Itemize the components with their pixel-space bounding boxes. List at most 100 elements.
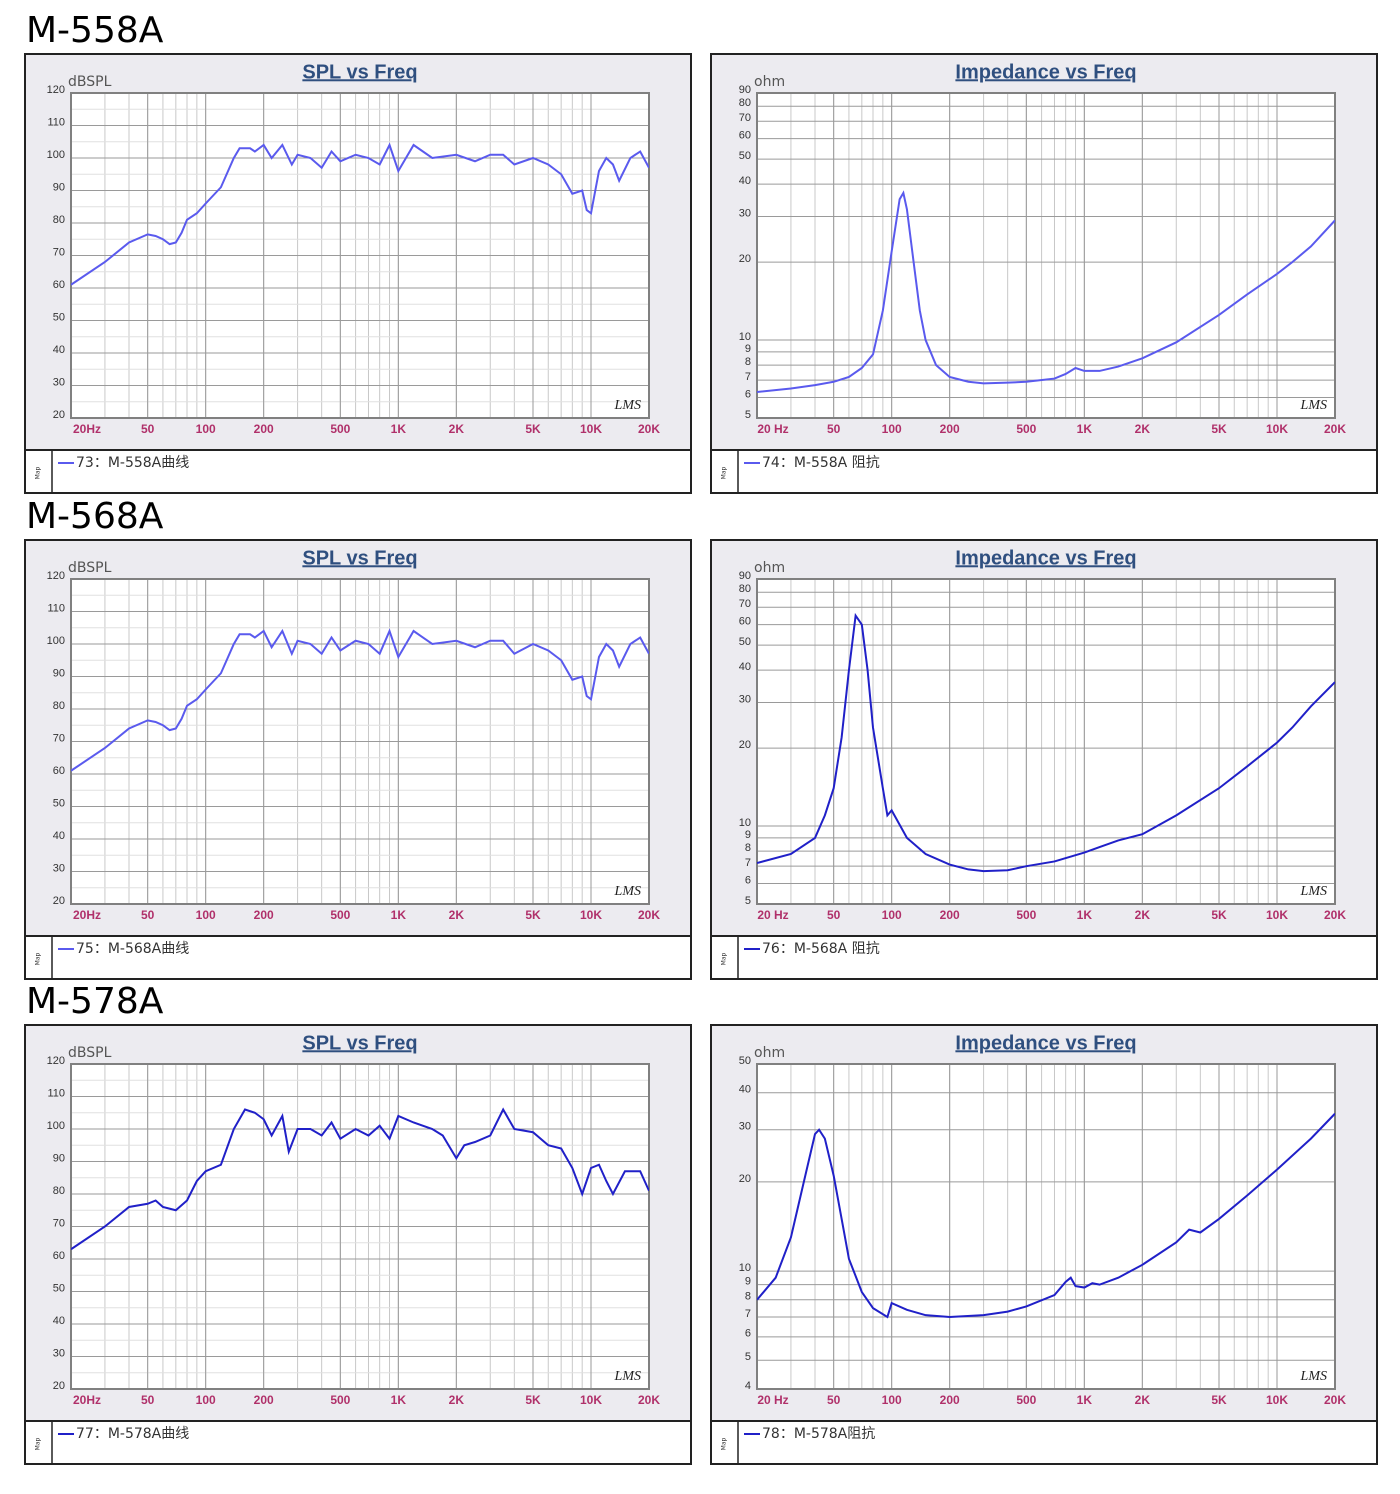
y-tick-label: 8 [745,842,751,854]
x-tick-label: 1K [1077,422,1093,436]
x-tick-label: 20K [1324,1393,1346,1407]
watermark: LMS [1300,1369,1327,1384]
x-tick-label: 20 Hz [757,422,788,436]
x-tick-label: 1K [1077,908,1093,922]
x-tick-label: 20Hz [73,908,101,922]
x-tick-label: 1K [1077,1393,1093,1407]
x-tick-label: 5K [1211,1393,1227,1407]
legend-band [710,1420,1378,1465]
y-tick-label: 40 [53,830,65,842]
x-tick-label: 5K [1211,908,1227,922]
y-tick-label: 9 [745,1276,751,1288]
y-tick-label: 120 [47,1055,65,1067]
y-tick-label: 50 [739,1055,751,1067]
x-tick-label: 500 [330,1393,350,1407]
legend-tab: Map [721,952,728,965]
x-tick-label: 500 [330,908,350,922]
x-tick-label: 20K [638,422,660,436]
y-tick-label: 120 [47,84,65,96]
x-tick-label: 10K [580,908,602,922]
y-tick-label: 60 [739,615,751,627]
y-tick-label: 100 [47,635,65,647]
y-tick-label: 20 [53,895,65,907]
y-tick-label: 9 [745,343,751,355]
y-tick-label: 20 [53,1380,65,1392]
y-tick-label: 60 [739,129,751,141]
x-tick-label: 200 [254,1393,274,1407]
series-line [757,1112,1335,1319]
chart-panel: 20 Hz 50 100 200 500 1K 2K 5K 10K 20K 4 5 6 7 8 9 10 20 30… [710,1024,1378,1465]
watermark: LMS [614,1369,641,1384]
y-tick-label: 5 [745,895,751,907]
y-tick-label: 40 [53,1315,65,1327]
series-line [71,142,649,286]
legend-label: 76：M-568A 阻抗 [762,941,880,957]
x-tick-label: 500 [330,422,350,436]
y-tick-label: 70 [53,732,65,744]
y-axis-label: ohm [754,1045,785,1061]
chart-panel: 20Hz 50 100 200 500 1K 2K 5K 10K 20K 20 30 40 50 60 70 8… [24,1024,692,1465]
y-tick-label: 5 [745,1351,751,1363]
y-tick-label: 30 [53,376,65,388]
plot-frame [70,92,650,419]
y-tick-label: 30 [739,207,751,219]
y-tick-label: 80 [53,1185,65,1197]
y-tick-label: 30 [739,693,751,705]
x-tick-label: 50 [827,908,841,922]
y-tick-label: 60 [53,765,65,777]
y-tick-label: 20 [739,1173,751,1185]
x-tick-label: 500 [1016,908,1036,922]
y-tick-label: 40 [53,344,65,356]
y-tick-label: 10 [739,331,751,343]
y-tick-label: 20 [739,253,751,265]
x-tick-label: 20K [638,1393,660,1407]
y-tick-label: 8 [745,356,751,368]
y-tick-label: 80 [739,583,751,595]
legend-band [710,449,1378,494]
plot-frame [756,578,1336,905]
y-tick-label: 6 [745,874,751,886]
legend-label: 78：M-578A阻抗 [762,1426,875,1442]
y-tick-label: 90 [53,181,65,193]
x-tick-label: 1K [391,908,407,922]
y-tick-label: 6 [745,388,751,400]
legend-label: 73：M-558A曲线 [76,455,189,471]
y-tick-label: 20 [739,739,751,751]
y-tick-label: 100 [47,1120,65,1132]
legend-tab: Map [35,466,42,479]
y-tick-label: 7 [745,371,751,383]
y-tick-label: 60 [53,279,65,291]
x-tick-label: 20K [1324,422,1346,436]
x-tick-label: 200 [940,422,960,436]
y-tick-label: 70 [739,112,751,124]
y-tick-label: 120 [47,570,65,582]
x-tick-label: 5K [1211,422,1227,436]
x-tick-label: 100 [196,908,216,922]
series-line [71,628,649,772]
x-tick-label: 1K [391,1393,407,1407]
x-tick-label: 2K [1135,1393,1151,1407]
y-tick-label: 40 [739,661,751,673]
watermark: LMS [614,398,641,413]
x-tick-label: 2K [1135,422,1151,436]
chart-title: Impedance vs Freq [955,61,1136,83]
y-tick-label: 50 [53,311,65,323]
y-tick-label: 110 [47,602,65,614]
y-tick-label: 5 [745,409,751,421]
watermark: LMS [614,884,641,899]
chart-title: SPL vs Freq [302,61,417,83]
model-heading: M-568A [26,496,164,537]
y-tick-label: 30 [53,862,65,874]
x-tick-label: 10K [580,1393,602,1407]
x-tick-label: 100 [882,1393,902,1407]
model-heading: M-558A [26,10,164,51]
legend-band [24,935,692,980]
y-tick-label: 90 [739,84,751,96]
x-tick-label: 200 [254,908,274,922]
legend-band [24,449,692,494]
x-tick-label: 20 Hz [757,1393,788,1407]
y-tick-label: 40 [739,1084,751,1096]
